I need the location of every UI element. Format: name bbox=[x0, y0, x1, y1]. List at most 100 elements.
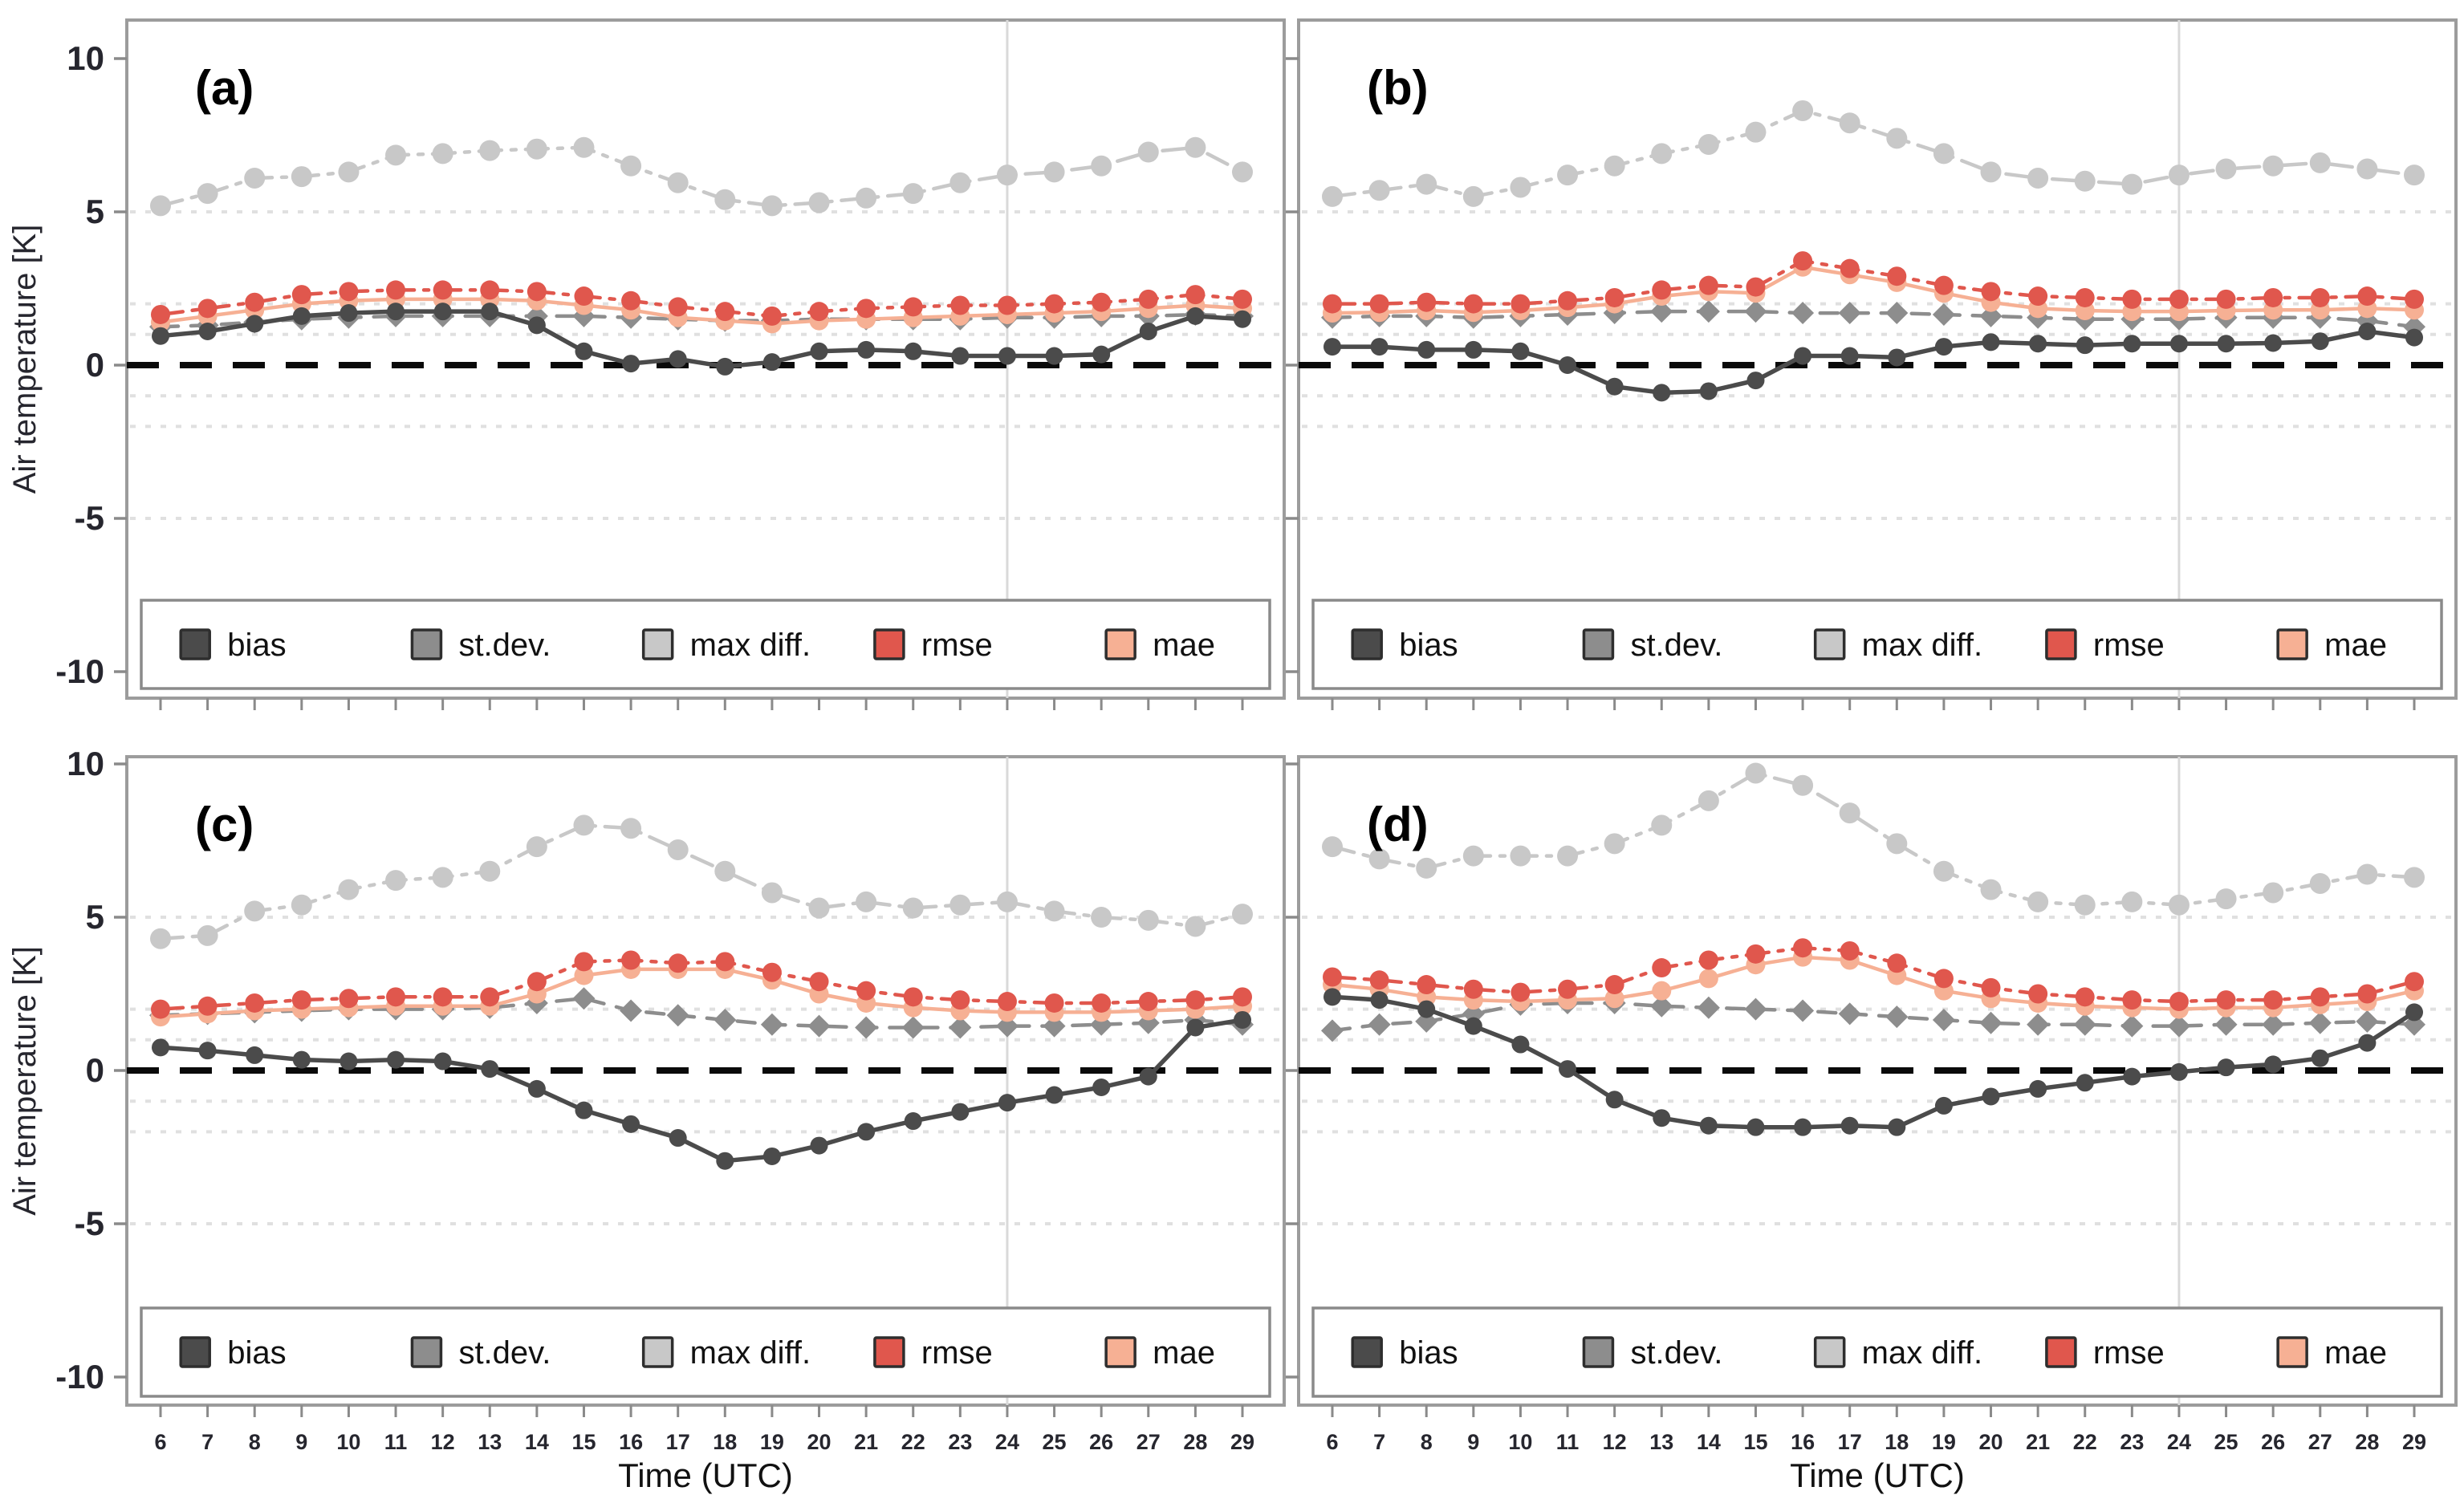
rmse-marker bbox=[903, 297, 923, 317]
rmse-marker bbox=[668, 297, 688, 317]
maxdiff-marker bbox=[761, 195, 783, 217]
maxdiff-marker bbox=[1698, 133, 1719, 155]
bias-marker bbox=[1092, 345, 1111, 364]
legend: bias st.dev. max diff. rmse mae bbox=[140, 1306, 1271, 1398]
bias-marker bbox=[246, 315, 264, 333]
rmse-line bbox=[1330, 258, 2417, 306]
maxdiff-marker bbox=[620, 818, 642, 839]
stdev-marker bbox=[855, 1016, 878, 1039]
bias-marker bbox=[1045, 347, 1063, 365]
legend-item-label: mae bbox=[1153, 628, 1215, 663]
bias-marker bbox=[2358, 1034, 2377, 1052]
bias-marker bbox=[2217, 1058, 2235, 1077]
maxdiff-series bbox=[1322, 762, 2425, 916]
legend-item-bias: bias bbox=[179, 628, 287, 663]
rmse-marker bbox=[809, 302, 829, 322]
x-tick-label: 7 bbox=[1373, 1430, 1385, 1454]
rmse-marker bbox=[245, 292, 265, 312]
maxdiff-marker bbox=[620, 155, 642, 177]
bias-marker bbox=[904, 342, 922, 360]
bias-marker bbox=[1186, 307, 1205, 325]
maxdiff-legend-swatch-icon bbox=[641, 628, 674, 660]
bias-marker bbox=[2311, 332, 2329, 351]
bias-marker bbox=[622, 355, 640, 373]
bias-marker bbox=[1653, 1109, 1671, 1127]
maxdiff-marker bbox=[479, 860, 501, 882]
bias-marker bbox=[1746, 372, 1765, 390]
maxdiff-marker bbox=[996, 891, 1018, 912]
y-tick-label: 5 bbox=[86, 193, 104, 230]
bias-marker bbox=[198, 322, 217, 340]
maxdiff-marker bbox=[1416, 173, 1437, 195]
maxdiff-marker bbox=[1651, 143, 1673, 165]
x-tick-label: 9 bbox=[1467, 1430, 1479, 1454]
rmse-marker bbox=[1981, 977, 2001, 997]
rmse-marker bbox=[1044, 294, 1064, 314]
bias-marker bbox=[1139, 322, 1157, 340]
maxdiff-marker bbox=[2356, 863, 2378, 885]
x-tick-label: 24 bbox=[2167, 1430, 2191, 1454]
rmse-series bbox=[1323, 251, 2424, 314]
stdev-marker bbox=[1697, 996, 1720, 1019]
maxdiff-marker bbox=[1043, 161, 1065, 183]
mae-marker bbox=[1652, 981, 1672, 1001]
maxdiff-marker bbox=[2027, 167, 2049, 189]
bias-marker bbox=[998, 347, 1016, 365]
maxdiff-marker bbox=[385, 870, 407, 892]
bias-marker bbox=[810, 342, 828, 360]
stdev-marker bbox=[1932, 303, 1955, 326]
mae-legend-swatch-icon bbox=[2276, 628, 2308, 660]
bias-marker bbox=[1794, 347, 1812, 365]
x-tick-label: 13 bbox=[1649, 1430, 1673, 1454]
maxdiff-marker bbox=[291, 894, 312, 916]
maxdiff-marker bbox=[1839, 112, 1860, 134]
rmse-marker bbox=[151, 999, 170, 1019]
rmse-marker bbox=[809, 972, 829, 992]
x-tick-label: 15 bbox=[571, 1430, 596, 1454]
maxdiff-marker bbox=[1322, 836, 1343, 858]
x-tick-label: 26 bbox=[2261, 1430, 2285, 1454]
maxdiff-marker bbox=[1604, 155, 1625, 177]
bias-marker bbox=[622, 1115, 640, 1133]
rmse-marker bbox=[1138, 992, 1158, 1012]
stdev-marker bbox=[1043, 1014, 1066, 1038]
rmse-marker bbox=[1185, 990, 1206, 1010]
y-tick-label: 0 bbox=[86, 1051, 104, 1089]
legend-item-label: bias bbox=[1399, 1335, 1458, 1371]
maxdiff-marker bbox=[667, 839, 689, 860]
y-tick-label: -10 bbox=[55, 1358, 104, 1395]
stdev-marker bbox=[1838, 1002, 1861, 1026]
bias-marker bbox=[1464, 1017, 1482, 1035]
legend-item-mae: mae bbox=[2276, 628, 2387, 663]
bias-marker bbox=[716, 357, 734, 376]
x-tick-label: 13 bbox=[478, 1430, 502, 1454]
x-tick-label: 8 bbox=[1421, 1430, 1433, 1454]
rmse-marker bbox=[574, 952, 594, 972]
bias-marker bbox=[152, 1038, 169, 1057]
stdev-marker bbox=[1885, 1005, 1909, 1029]
legend-item-label: mae bbox=[2324, 628, 2387, 663]
y-tick-label: 10 bbox=[67, 39, 104, 77]
x-tick-label: 27 bbox=[2308, 1430, 2332, 1454]
bias-marker bbox=[998, 1094, 1016, 1112]
x-tick-label: 20 bbox=[1978, 1430, 2003, 1454]
bias-legend-swatch-icon bbox=[1351, 628, 1383, 660]
bias-marker bbox=[2358, 322, 2377, 340]
bias-marker bbox=[2029, 335, 2047, 353]
rmse-marker bbox=[1604, 975, 1624, 995]
y-axis-title-row2: Air temperature [K] bbox=[7, 946, 43, 1216]
mae-legend-swatch-icon bbox=[2276, 1336, 2308, 1368]
rmse-marker bbox=[151, 304, 170, 324]
bias-marker bbox=[152, 327, 169, 345]
rmse-marker bbox=[997, 992, 1017, 1012]
legend-item-mae: mae bbox=[1104, 628, 1215, 663]
rmse-marker bbox=[2263, 990, 2283, 1010]
rmse-marker bbox=[1369, 294, 1389, 314]
bias-marker bbox=[1746, 1118, 1765, 1136]
rmse-marker bbox=[433, 987, 453, 1007]
legend-item-label: st.dev. bbox=[1630, 1335, 1722, 1371]
maxdiff-marker bbox=[1462, 185, 1484, 207]
bias-marker bbox=[1370, 991, 1389, 1009]
stdev-marker bbox=[1791, 999, 1815, 1022]
bias-marker bbox=[1417, 340, 1436, 359]
